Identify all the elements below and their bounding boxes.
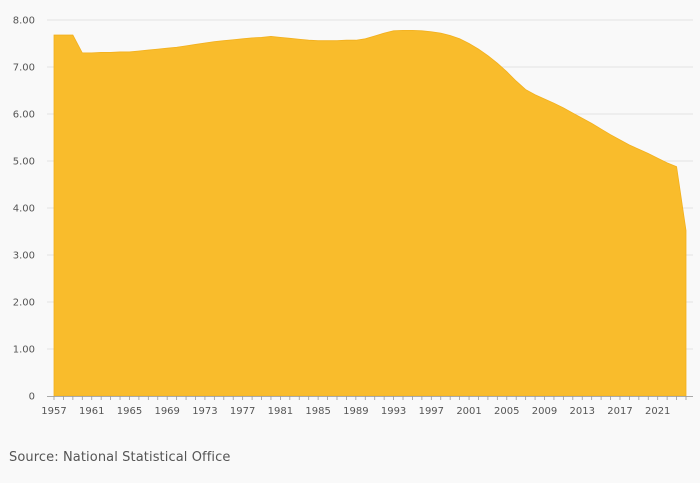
chart: 0 1.00 2.00 3.00 4.00 5.00 6.00 7.00 8.00 1957 196… [13, 16, 693, 417]
source-note: Source: National Statistical Office [9, 450, 231, 465]
x-tick-label: 1965 [117, 406, 142, 417]
y-tick-label: 0 [29, 392, 35, 403]
x-tick-label: 1985 [305, 406, 330, 417]
y-tick-label: 1.00 [13, 345, 35, 356]
area-chart-svg: 0 1.00 2.00 3.00 4.00 5.00 6.00 7.00 8.00 1957 196… [13, 16, 693, 417]
x-tick-label: 1981 [268, 406, 293, 417]
x-tick-label: 1973 [192, 406, 217, 417]
y-tick-label: 6.00 [13, 110, 35, 121]
y-tick-label: 3.00 [13, 251, 35, 262]
x-tick-label: 1997 [419, 406, 444, 417]
x-tick-label: 1957 [41, 406, 66, 417]
x-tick-label: 2005 [494, 406, 519, 417]
x-tick-label: 1969 [154, 406, 179, 417]
x-tick-label: 1961 [79, 406, 104, 417]
x-tick-label: 2001 [456, 406, 481, 417]
y-tick-label: 5.00 [13, 157, 35, 168]
area-series [53, 29, 687, 397]
x-tick-label: 2021 [645, 406, 670, 417]
y-tick-label: 7.00 [13, 63, 35, 74]
x-tick-label: 1977 [230, 406, 255, 417]
x-tick-label: 1993 [381, 406, 406, 417]
x-tick-label: 2009 [532, 406, 557, 417]
x-tick-label: 2017 [607, 406, 632, 417]
y-tick-label: 2.00 [13, 298, 35, 309]
x-tick-label: 2013 [570, 406, 595, 417]
x-tick-label: 1989 [343, 406, 368, 417]
y-tick-label: 8.00 [13, 16, 35, 27]
y-tick-label: 4.00 [13, 204, 35, 215]
